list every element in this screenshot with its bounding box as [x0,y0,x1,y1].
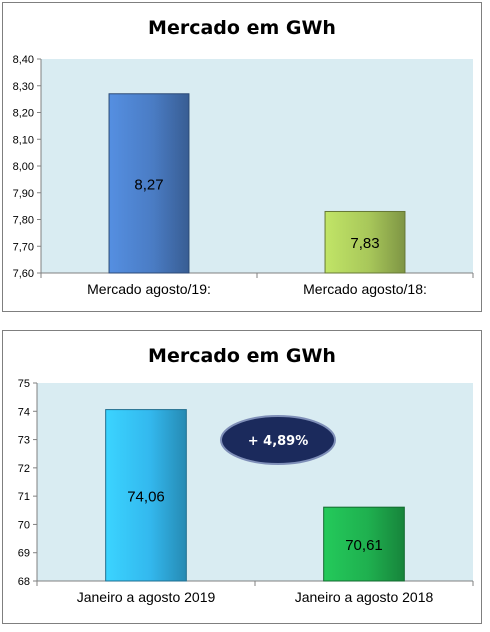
chart-title: Mercado em GWh [148,17,336,39]
y-tick-label: 69 [18,548,30,560]
y-tick-label: 8,40 [13,54,34,66]
y-tick-label: 7,60 [13,268,34,280]
y-tick-label: 8,30 [13,81,34,93]
bar-value-label: 70,61 [345,537,383,554]
bar [324,210,406,274]
y-tick-label: 71 [18,491,30,503]
chart-panel-monthly: Mercado em GWh 7,60 7,70 7,80 7,90 8,00 8,10 8… [2,2,482,312]
bar-value-label: 8,27 [134,176,163,193]
y-tick-label: 75 [18,378,30,390]
y-tick-label: 7,80 [13,215,34,227]
y-tick-label: 8,20 [13,108,34,120]
bar-value-label: 7,83 [350,235,379,252]
bar [323,506,405,582]
category-label: Janeiro a agosto 2018 [295,589,434,605]
bar [108,93,190,274]
y-tick-label: 72 [18,463,30,475]
annotation-label: + 4,89% [248,434,309,449]
bar-value-label: 74,06 [127,488,165,505]
category-label: Mercado agosto/19: [87,281,211,297]
chart-ytd-svg: 68 69 70 71 72 73 74 75 74,06 Janeiro a agosto 20… [18,378,474,605]
y-tick-label: 8,10 [13,134,34,146]
y-tick-label: 74 [18,406,30,418]
chart-monthly-svg: 7,60 7,70 7,80 7,90 8,00 8,10 8,20 8,30 8,40 8,27… [13,54,474,297]
bar [105,409,187,582]
y-tick-label: 7,70 [13,241,34,253]
plot-area [37,383,473,581]
category-label: Janeiro a agosto 2019 [77,589,216,605]
y-tick-label: 8,00 [13,161,34,173]
category-label: Mercado agosto/18: [303,281,427,297]
y-tick-label: 70 [18,519,30,531]
chart-panel-ytd: Mercado em GWh 68 69 70 71 72 73 74 75 74,06 Jane… [2,330,482,624]
plot-area [41,59,473,273]
y-tick-label: 73 [18,435,30,447]
y-tick-label: 7,90 [13,188,34,200]
y-tick-label: 68 [18,576,30,588]
annotation-callout [220,415,336,465]
chart-title: Mercado em GWh [148,345,336,367]
